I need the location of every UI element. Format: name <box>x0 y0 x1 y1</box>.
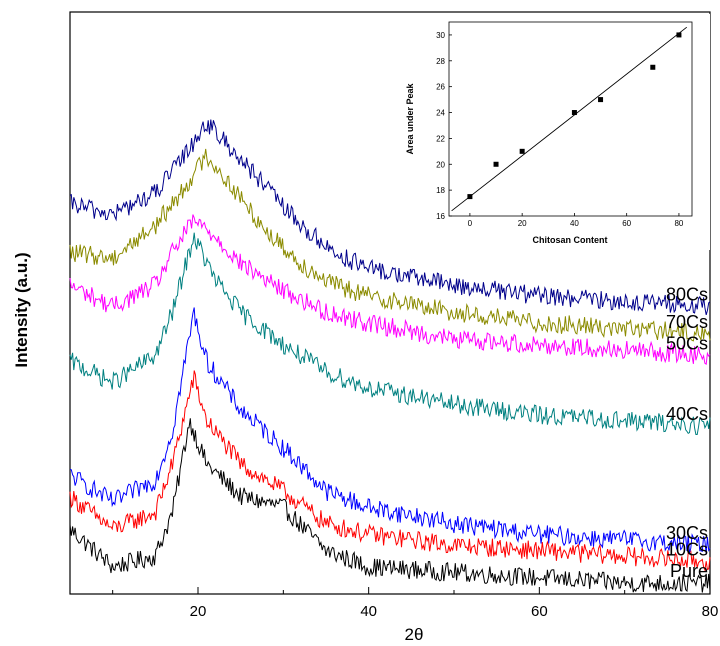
series-label-pure: Pure <box>670 561 708 581</box>
inset-data <box>451 26 688 212</box>
inset-fit-line <box>451 26 688 212</box>
x-axis-title: 2θ <box>405 625 424 644</box>
inset-data-point <box>676 32 682 38</box>
inset-y-tick-label: 24 <box>436 109 445 118</box>
inset-axes: 0 20 40 60 80 16 18 20 22 24 26 28 30 <box>436 31 684 228</box>
series-line-70cs <box>69 148 711 342</box>
inset-data-point <box>571 110 577 116</box>
inset-y-tick-label: 16 <box>436 212 445 221</box>
series-line-40cs <box>69 232 711 435</box>
x-tick-label: 60 <box>531 603 548 620</box>
series-line-80cs <box>69 119 711 316</box>
inset-x-tick-label: 60 <box>622 219 631 228</box>
series-label-10cs: 10Cs <box>666 540 708 560</box>
series-label-30cs: 30Cs <box>666 523 708 543</box>
inset-y-tick-label: 30 <box>436 31 445 40</box>
inset-x-tick-label: 80 <box>674 219 683 228</box>
main-plot-frame <box>69 11 711 595</box>
series-label-80cs: 80Cs <box>666 285 708 305</box>
inset-y-tick-label: 22 <box>436 134 445 143</box>
y-axis-title: Intensity (a.u.) <box>12 252 31 367</box>
x-tick-label: 40 <box>360 603 377 620</box>
series-line-10cs <box>69 370 711 573</box>
inset-data-point <box>519 148 525 154</box>
series-label-50cs: 50Cs <box>666 334 708 354</box>
inset-plot-frame <box>448 21 693 217</box>
series-line-pure <box>69 418 711 593</box>
inset-data-point <box>650 64 656 70</box>
inset-data-point <box>467 194 473 200</box>
inset-y-tick-label: 26 <box>436 83 445 92</box>
x-tick-label: 80 <box>702 603 719 620</box>
x-tick-label: 20 <box>190 603 207 620</box>
series-line-30cs <box>69 307 711 555</box>
inset-y-tick-label: 20 <box>436 160 445 169</box>
series-line-50cs <box>69 214 711 365</box>
inset-data-point <box>493 161 499 167</box>
series-label-40cs: 40Cs <box>666 404 708 424</box>
inset-data-point <box>598 97 604 103</box>
inset-x-tick-label: 0 <box>468 219 473 228</box>
inset-y-tick-label: 18 <box>436 186 445 195</box>
inset-x-axis-title: Chitosan Content <box>533 235 608 245</box>
inset-y-tick-label: 28 <box>436 57 445 66</box>
inset-x-tick-label: 40 <box>570 219 579 228</box>
x-axis-ticks: 20 40 60 80 <box>112 587 719 620</box>
series-group <box>69 119 711 593</box>
inset-x-tick-label: 20 <box>518 219 527 228</box>
series-label-70cs: 70Cs <box>666 312 708 332</box>
inset-y-axis-title: Area under Peak <box>405 82 415 154</box>
